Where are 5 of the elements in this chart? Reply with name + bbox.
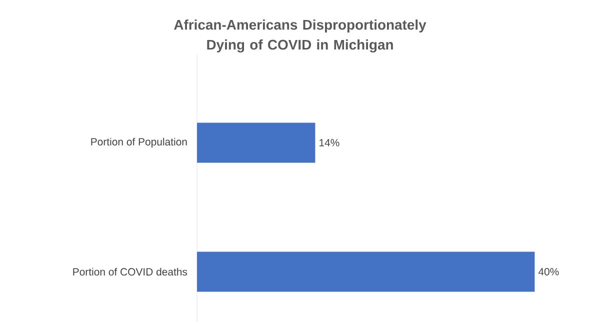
chart-title: African-Americans Disproportionately Dying of COVID in Michigan [174,20,426,52]
y-tick-label: Portion of COVID deaths [73,268,188,276]
data-label: 14% [320,139,340,146]
data-label: 40% [538,268,559,276]
y-tick-label: Portion of Population [91,138,187,148]
